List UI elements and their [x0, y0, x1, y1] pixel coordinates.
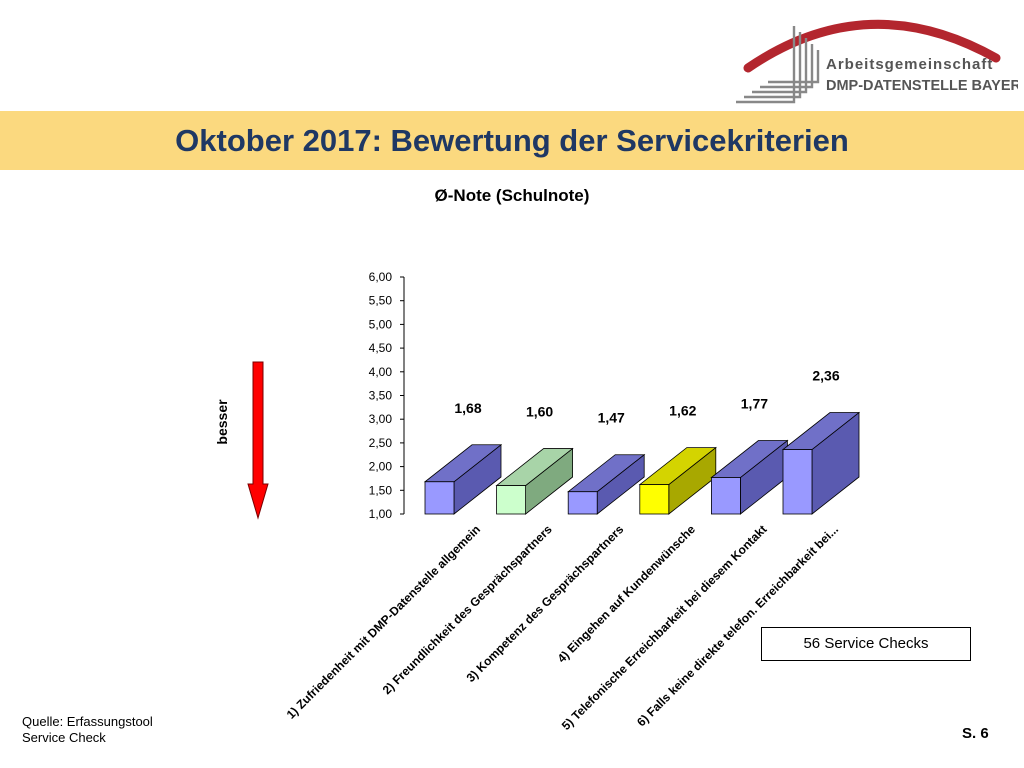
x-category-label: 3) Kompetenz des Gesprächspartners: [464, 522, 627, 685]
page-title: Oktober 2017: Bewertung der Servicekrite…: [175, 123, 849, 158]
title-band: [0, 111, 1024, 170]
bar: [639, 484, 670, 515]
y-tick-label: 3,50: [369, 389, 393, 403]
source-line-2: Service Check: [22, 730, 106, 745]
data-label: 1,62: [669, 403, 696, 419]
bar: [424, 481, 455, 515]
y-tick-label: 5,00: [369, 317, 393, 331]
y-tick-label: 4,50: [369, 341, 393, 355]
y-tick-label: 6,00: [369, 270, 393, 284]
bar: [782, 449, 813, 515]
source-note: Quelle: Erfassungstool Service Check: [22, 714, 153, 746]
y-tick-label: 1,00: [369, 507, 393, 521]
logo-text-line2: DMP-DATENSTELLE BAYERN: [826, 78, 1018, 94]
bar: [711, 477, 741, 515]
bar: [567, 491, 598, 515]
down-arrow-icon: [247, 361, 269, 520]
y-tick-label: 4,00: [369, 365, 393, 379]
data-label: 1,60: [526, 404, 553, 420]
data-label: 1,68: [454, 400, 481, 416]
y-tick-label: 5,50: [369, 294, 393, 308]
logo-arc: [743, 19, 1001, 73]
bar: [496, 485, 527, 515]
y-tick-label: 2,50: [369, 436, 393, 450]
logo-text-line1: Arbeitsgemeinschaft: [826, 56, 993, 73]
data-label: 1,77: [741, 396, 768, 412]
chart-title: Ø-Note (Schulnote): [434, 186, 590, 205]
besser-label: besser: [214, 399, 230, 445]
data-label: 2,36: [812, 368, 839, 384]
y-tick-label: 1,50: [369, 483, 393, 497]
dmp-logo: Arbeitsgemeinschaft DMP-DATENSTELLE BAYE…: [736, 19, 1018, 104]
page-number: S. 6: [962, 725, 989, 742]
y-tick-label: 3,00: [369, 412, 393, 426]
service-checks-box: 56 Service Checks: [761, 627, 971, 661]
data-label: 1,47: [598, 410, 625, 426]
y-tick-label: 2,00: [369, 460, 393, 474]
source-line-1: Quelle: Erfassungstool: [22, 714, 153, 729]
x-category-label: 4) Eingehen auf Kundenwünsche: [555, 522, 699, 666]
logo-lines: [736, 26, 820, 104]
